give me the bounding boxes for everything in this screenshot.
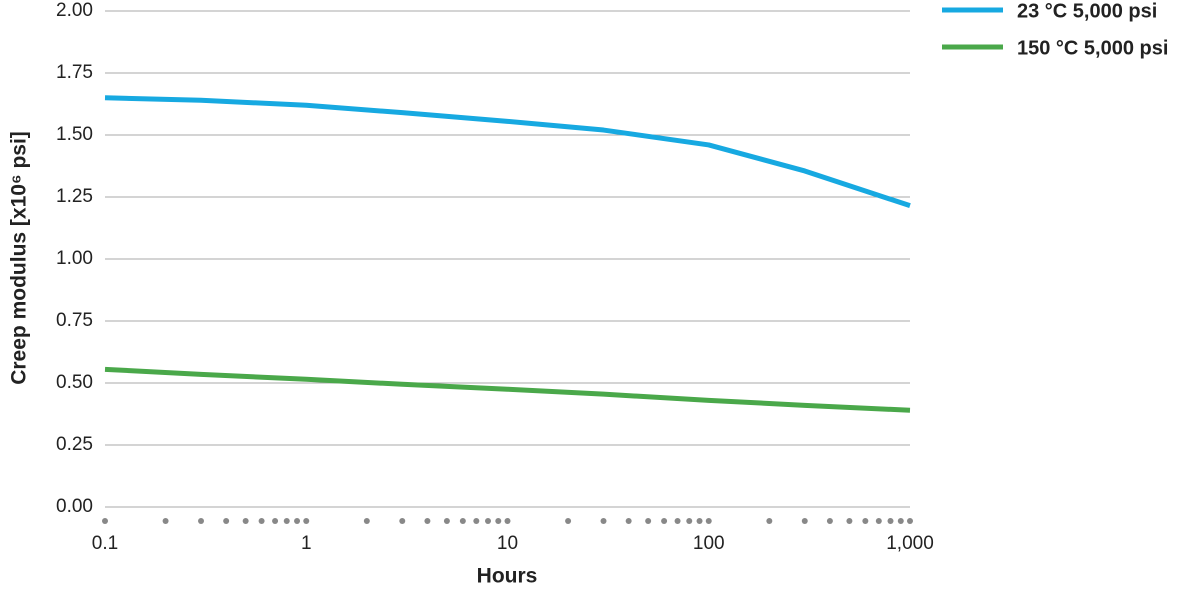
series-line <box>104 95 911 209</box>
x-minor-tick-dot <box>162 518 169 524</box>
x-minor-tick-dot <box>484 518 491 524</box>
x-minor-tick-dot <box>424 518 431 524</box>
y-tick-label: 1.50 <box>56 124 93 145</box>
x-minor-tick-dot <box>198 518 205 524</box>
x-minor-tick-dot <box>473 518 480 524</box>
y-tick-label: 0.50 <box>56 372 93 393</box>
y-tick-label: 1.75 <box>56 62 93 83</box>
x-tick-dot <box>907 518 913 524</box>
y-tick-label: 2.00 <box>56 0 93 21</box>
x-minor-tick-dot <box>801 518 808 524</box>
y-tick-label: 0.00 <box>56 496 93 517</box>
x-minor-tick-dot <box>565 518 572 524</box>
x-minor-tick-dot <box>645 518 652 524</box>
x-tick-label: 1 <box>301 533 312 554</box>
x-minor-tick-dot <box>686 518 693 524</box>
x-minor-tick-dot <box>242 518 249 524</box>
x-minor-tick-dot <box>272 518 279 524</box>
y-tick-label: 1.00 <box>56 248 93 269</box>
series-line <box>104 366 911 413</box>
x-minor-tick-dot <box>862 518 869 524</box>
x-minor-tick-dot <box>696 518 703 524</box>
x-tick-dot <box>303 518 310 524</box>
y-axis-label: Creep modulus [x10⁶ psi] <box>8 131 31 385</box>
x-minor-tick-dot <box>826 518 833 524</box>
x-minor-tick-dot <box>399 518 406 524</box>
x-tick-dot <box>504 518 511 524</box>
x-minor-tick-dot <box>443 518 450 524</box>
x-minor-tick-dot <box>661 518 668 524</box>
legend-label: 150 °C 5,000 psi <box>1017 37 1168 59</box>
x-minor-tick-dot <box>846 518 853 524</box>
x-minor-tick-dot <box>674 518 681 524</box>
x-tick-label: 1,000 <box>886 533 934 554</box>
x-tick-dot <box>705 518 712 524</box>
x-minor-tick-dot <box>600 518 607 524</box>
x-minor-tick-dot <box>495 518 502 524</box>
x-tick-label: 10 <box>497 533 518 554</box>
x-minor-tick-dot <box>223 518 230 524</box>
x-minor-tick-dot <box>258 518 265 524</box>
x-tick-label: 100 <box>693 533 725 554</box>
x-minor-tick-dot <box>897 518 904 524</box>
y-tick-label: 0.75 <box>56 310 93 331</box>
x-minor-tick-dot <box>766 518 773 524</box>
x-tick-label: 0.1 <box>92 533 118 554</box>
x-minor-tick-dot <box>459 518 466 524</box>
x-minor-tick-dot <box>363 518 370 524</box>
x-tick-dot <box>102 518 108 524</box>
x-minor-tick-dot <box>887 518 894 524</box>
x-minor-tick-dot <box>875 518 882 524</box>
y-tick-label: 1.25 <box>56 186 93 207</box>
x-minor-tick-dot <box>294 518 301 524</box>
legend-label: 23 °C 5,000 psi <box>1017 0 1157 22</box>
x-axis-label: Hours <box>477 565 538 588</box>
y-tick-label: 0.25 <box>56 434 93 455</box>
x-minor-tick-dot <box>283 518 290 524</box>
x-minor-tick-dot <box>625 518 632 524</box>
